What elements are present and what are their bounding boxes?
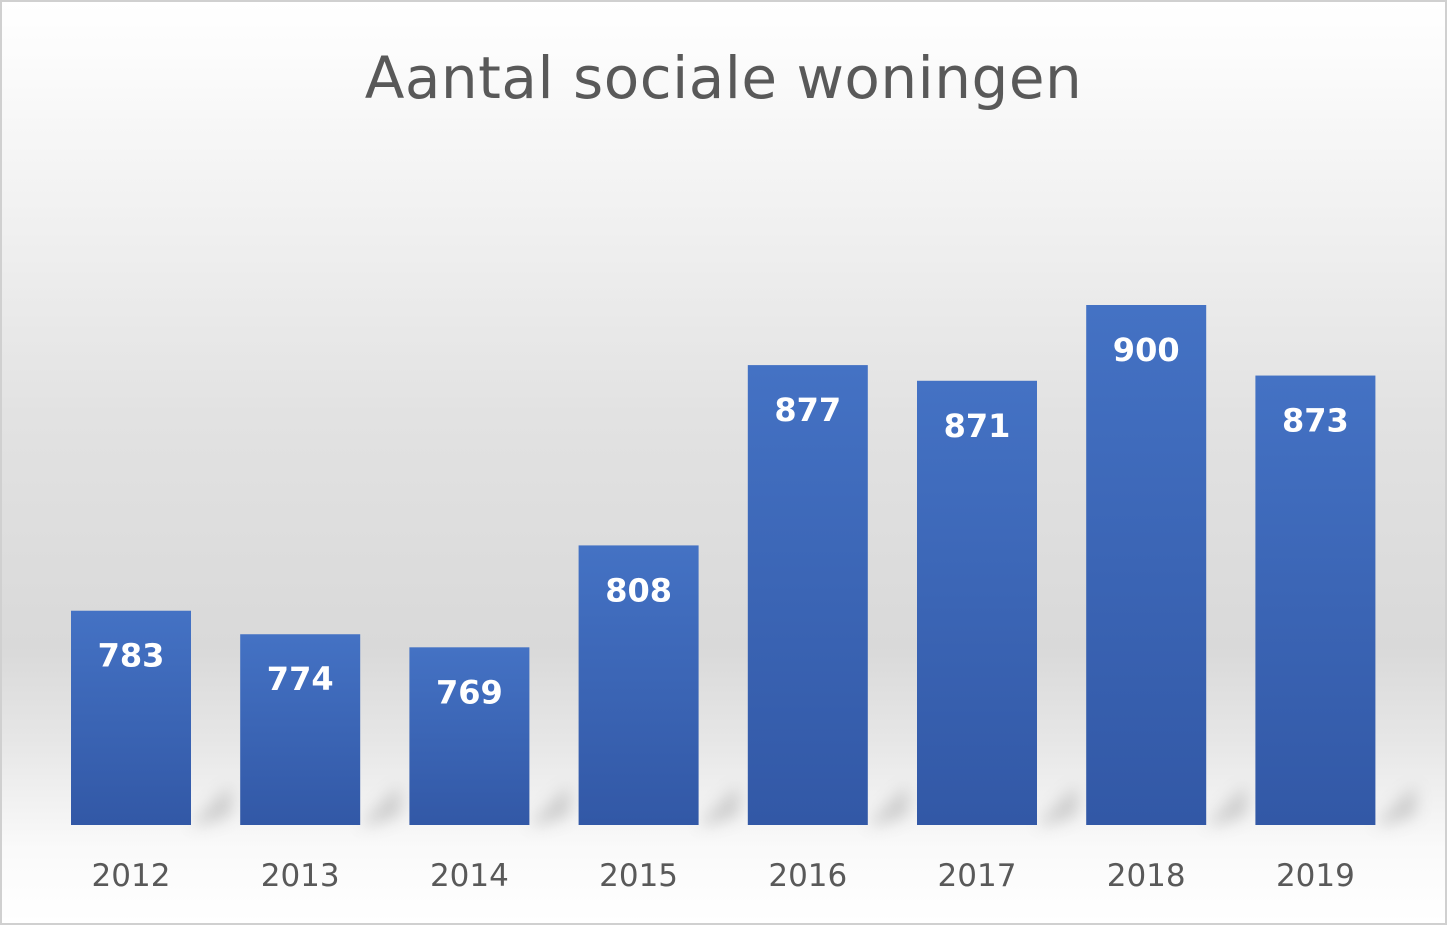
- data-label: 871: [944, 407, 1011, 445]
- bar-shadow: [1375, 785, 1416, 825]
- bar-shadow: [698, 785, 739, 825]
- data-label: 769: [436, 673, 503, 711]
- bar-2019: [1255, 375, 1376, 825]
- bar-2013: [240, 634, 361, 825]
- data-label: 774: [267, 660, 334, 698]
- bar-2016: [747, 365, 868, 825]
- bar-shadow: [529, 785, 570, 825]
- bar-2014: [409, 647, 530, 825]
- x-tick-label: 2013: [261, 858, 340, 894]
- bar-shadow: [1206, 785, 1247, 825]
- data-label: 877: [774, 391, 841, 429]
- data-label: 808: [605, 571, 672, 609]
- bar-2018: [1086, 305, 1207, 825]
- x-tick-label: 2018: [1107, 858, 1186, 894]
- data-label: 783: [98, 637, 165, 675]
- bar-shadow: [1037, 785, 1077, 825]
- bar-2012: [71, 610, 191, 825]
- x-tick-label: 2016: [768, 858, 847, 894]
- x-tick-label: 2012: [92, 858, 171, 894]
- x-tick-label: 2017: [938, 858, 1017, 894]
- data-label: 873: [1282, 402, 1349, 440]
- x-tick-label: 2015: [599, 858, 678, 894]
- bar-shadow: [191, 785, 231, 825]
- chart-title: Aantal sociale woningen: [364, 44, 1083, 112]
- data-label: 900: [1113, 331, 1180, 369]
- x-tick-label: 2014: [430, 858, 509, 894]
- bar-shadow: [867, 785, 908, 825]
- x-tick-label: 2019: [1276, 858, 1355, 894]
- bar-shadow: [360, 785, 401, 825]
- bar-2017: [917, 380, 1037, 825]
- bar-2015: [578, 545, 699, 825]
